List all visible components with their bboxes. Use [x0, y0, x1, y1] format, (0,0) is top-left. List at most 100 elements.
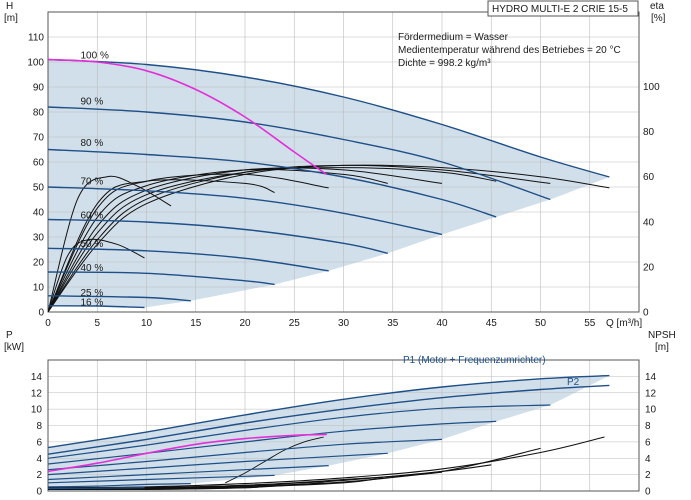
eta-tick-label: 20 [643, 262, 655, 273]
eta-curve [48, 168, 388, 312]
p1-series-label: P1 (Motor + Frequenzumrichter) [403, 355, 546, 366]
speed-labels: 100 % 90 % 80 % 70 % 60 % 50 % 40 % 25 %16 % [81, 50, 109, 308]
head-curve-60 [48, 218, 388, 254]
head-curves [48, 58, 610, 309]
head-axis-ticks: 0 10 20 30 40 50 60 70 80 90 100 110 [27, 33, 44, 319]
flow-tick-label: 55 [584, 318, 596, 329]
flow-tick-label: 50 [535, 318, 547, 329]
head-tick-label: 40 [33, 208, 45, 219]
speed-label: 80 % [81, 138, 104, 149]
info-line-medium: Fördermedium = Wasser [398, 32, 509, 43]
npsh-tick-label: 0 [645, 487, 651, 498]
p1-curve [48, 374, 610, 449]
power-tick-label: 2 [36, 470, 42, 481]
npsh-curve [48, 436, 605, 489]
head-curve-50 [48, 247, 329, 272]
head-tick-label: 70 [33, 133, 45, 144]
npsh-tick-label: 6 [645, 437, 651, 448]
model-title-box [487, 0, 639, 17]
head-plot-frame [47, 11, 640, 313]
eta-tick-label: 60 [643, 172, 655, 183]
power-curve [48, 474, 275, 484]
eta-tick-label: 100 [643, 82, 660, 93]
operating-range-shade [48, 59, 610, 308]
npsh-tick-label: 10 [645, 405, 657, 416]
flow-axis-label: Q [m³/h] [606, 318, 642, 329]
power-axis-unit: [kW] [4, 342, 24, 353]
power-curve [48, 420, 497, 465]
speed-label: 70 % [81, 177, 104, 188]
head-tick-label: 60 [33, 158, 45, 169]
npsh-axis-unit: [m] [655, 342, 669, 353]
speed-label: 90 % [81, 97, 104, 108]
npsh-aux-curve [225, 436, 324, 484]
head-curve-25 [48, 295, 191, 302]
npsh-curve [48, 485, 265, 491]
power-tick-label: 12 [31, 388, 43, 399]
npsh-tick-label: 14 [645, 372, 657, 383]
npsh-tick-label: 4 [645, 454, 651, 465]
power-axis-label: P [6, 330, 13, 341]
speed-label: 40 % [81, 263, 104, 274]
npsh-axis-ticks: 0 2 4 6 8 10 12 14 [645, 372, 657, 498]
flow-tick-label: 45 [486, 318, 498, 329]
flow-tick-label: 5 [94, 318, 100, 329]
head-tick-label: 10 [33, 283, 45, 294]
power-axis-ticks: 0 2 4 6 8 10 12 14 [31, 372, 43, 498]
head-tick-label: 90 [33, 83, 45, 94]
head-tick-label: 50 [33, 183, 45, 194]
flow-tick-label: 35 [387, 318, 399, 329]
head-curve-40 [48, 271, 275, 286]
npsh-axis-label: NPSH [648, 330, 676, 341]
head-curve-100 [48, 58, 610, 178]
eta-curve [48, 179, 275, 312]
head-axis-label: H [6, 1, 13, 12]
power-tick-label: 10 [31, 405, 43, 416]
power-tick-label: 6 [36, 437, 42, 448]
flow-tick-label: 20 [239, 318, 251, 329]
power-curve [48, 483, 191, 488]
power-curve [48, 452, 388, 476]
speed-label: 50 % [81, 239, 104, 250]
medium-info: Fördermedium = Wasser Medientemperatur w… [398, 32, 621, 69]
p2-curve [48, 384, 610, 455]
flow-tick-label: 25 [289, 318, 301, 329]
power-curve [48, 487, 145, 490]
head-tick-label: 0 [38, 308, 44, 319]
power-tick-label: 4 [36, 454, 42, 465]
head-tick-label: 100 [27, 58, 44, 69]
power-curves [48, 374, 610, 490]
npsh-tick-label: 8 [645, 421, 651, 432]
operating-power-curve [48, 433, 327, 473]
speed-label: 60 % [81, 210, 104, 221]
head-axis-unit: [m] [4, 13, 18, 24]
flow-tick-label: 15 [190, 318, 202, 329]
speed-label: 25 % [81, 288, 104, 299]
operating-head-curve [48, 58, 328, 176]
head-curve-16 [48, 305, 145, 309]
operating-head-line [48, 58, 328, 176]
head-tick-label: 110 [28, 33, 44, 44]
eta-curve [48, 167, 497, 312]
head-tick-label: 80 [33, 108, 45, 119]
power-tick-label: 0 [36, 487, 42, 498]
speed-label: 16 % [81, 298, 104, 309]
npsh-curve [48, 477, 383, 490]
npsh-tick-label: 2 [645, 470, 651, 481]
power-tick-label: 8 [36, 421, 42, 432]
info-line-temperature: Medientemperatur während des Betriebes =… [398, 45, 621, 56]
power-curve [48, 404, 551, 459]
eta-tick-label: 80 [643, 127, 655, 138]
eta-axis-label: eta [650, 1, 664, 12]
operating-power-line [48, 433, 327, 473]
eta-axis-unit: [%] [651, 13, 666, 24]
p2-series-label: P2 [567, 377, 580, 388]
eta-axis-ticks: 0 20 40 60 80 100 [643, 82, 660, 319]
flow-tick-label: 40 [436, 318, 448, 329]
info-line-density: Dichte = 998.2 kg/m³ [398, 58, 491, 69]
flow-tick-label: 10 [141, 318, 153, 329]
head-tick-label: 30 [33, 233, 45, 244]
head-curve-70 [48, 186, 443, 236]
